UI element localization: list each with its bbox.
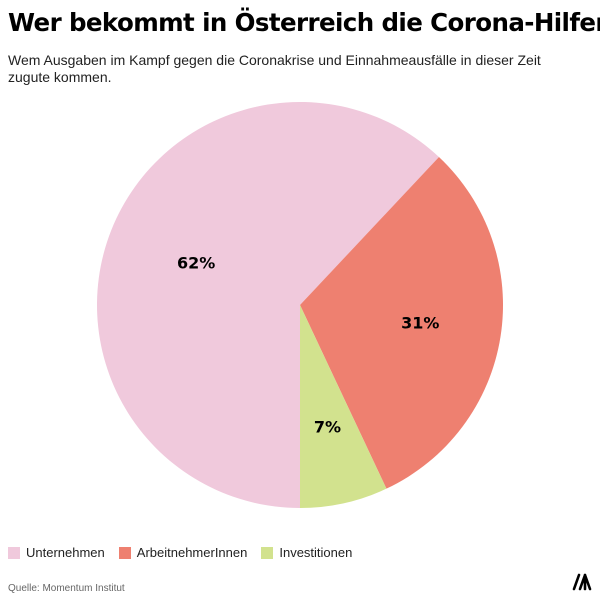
legend-item: Unternehmen	[8, 545, 105, 560]
legend-swatch	[118, 546, 131, 559]
slice-label-investitionen: 7%	[314, 417, 341, 436]
slice-label-unternehmen: 62%	[177, 253, 215, 272]
legend-swatch	[261, 546, 274, 559]
legend-swatch	[8, 546, 20, 559]
legend: Unternehmen ArbeitnehmerInnen Investitio…	[8, 545, 352, 560]
pie-slice-arbeitnehmerinnen	[300, 157, 504, 489]
legend-label: Unternehmen	[26, 545, 105, 560]
legend-item: Investitionen	[261, 545, 352, 560]
legend-label: Investitionen	[279, 545, 353, 560]
legend-label: ArbeitnehmerInnen	[136, 545, 248, 560]
source-note: Quelle: Momentum Institut	[8, 583, 125, 594]
slice-label-arbeitnehmerinnen: 31%	[401, 314, 439, 333]
chart-subtitle: Wem Ausgaben im Kampf gegen die Coronakr…	[8, 52, 541, 85]
legend-item: ArbeitnehmerInnen	[118, 545, 248, 560]
momentum-logo-icon	[572, 573, 592, 591]
chart-title: Wer bekommt in Österreich die Corona-Hil…	[8, 8, 600, 37]
pie-slice-investitionen	[300, 305, 387, 508]
pie-slice-unternehmen	[97, 102, 439, 509]
